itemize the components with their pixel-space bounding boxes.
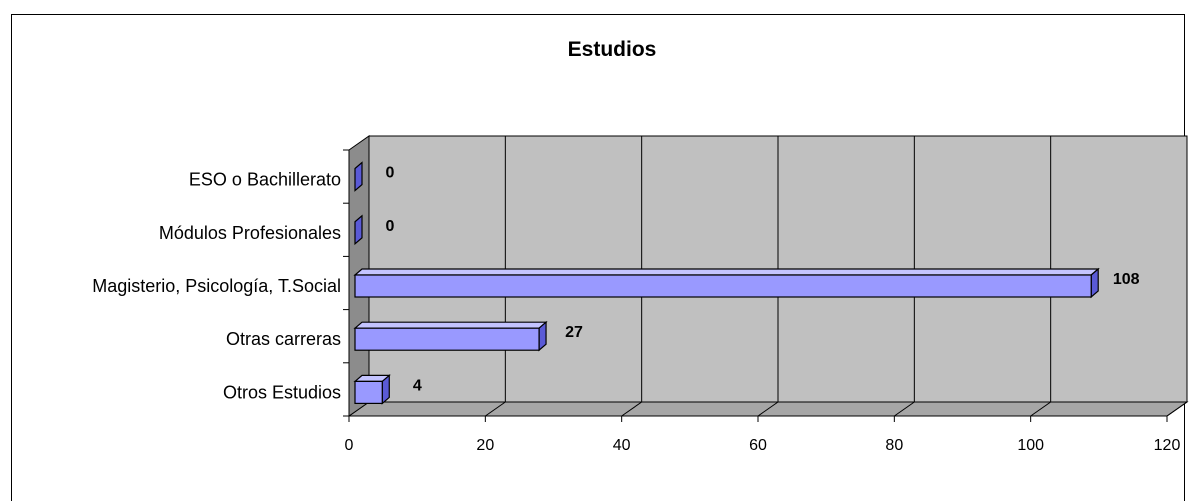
- data-label: 0: [386, 165, 395, 182]
- bar-side-face: [354, 214, 363, 246]
- x-tick-label: 40: [613, 437, 631, 454]
- bar-front-face: [354, 380, 383, 404]
- x-tick-label: 0: [345, 437, 354, 454]
- gridline-floor: [894, 401, 915, 417]
- bar-front-face: [354, 274, 1092, 298]
- gridline-floor: [485, 401, 506, 417]
- bar: [353, 320, 548, 352]
- x-tick-label: 80: [885, 437, 903, 454]
- data-label: 108: [1113, 271, 1140, 288]
- gridline-floor: [1166, 401, 1188, 417]
- category-label: Magisterio, Psicología, T.Social: [92, 276, 341, 296]
- bar-side-face: [354, 161, 363, 192]
- axes: [343, 149, 1168, 422]
- x-tick-label: 120: [1154, 437, 1181, 454]
- category-label: ESO o Bachillerato: [189, 170, 341, 190]
- gridline-floor: [1030, 401, 1051, 417]
- gridline-floor: [757, 401, 779, 417]
- bar-top-face: [353, 321, 548, 329]
- bar: [353, 374, 391, 405]
- x-tick-label: 60: [749, 437, 767, 454]
- data-label: 0: [386, 218, 395, 235]
- bars: [353, 161, 1100, 405]
- x-tick-label: 20: [476, 437, 494, 454]
- gridline-floor: [621, 401, 642, 417]
- bar: [353, 267, 1100, 299]
- category-label: Módulos Profesionales: [159, 223, 341, 243]
- category-label: Otros Estudios: [223, 382, 341, 402]
- labels: ESO o Bachillerato 0 Módulos Profesionales…: [92, 165, 1180, 454]
- x-tick-label: 100: [1017, 437, 1044, 454]
- bar-top-face: [353, 268, 1100, 276]
- category-label: Otras carreras: [226, 329, 341, 349]
- bar: [354, 161, 363, 192]
- bar-front-face: [354, 327, 540, 351]
- bar: [354, 214, 363, 246]
- data-label: 27: [565, 324, 583, 341]
- data-label: 4: [413, 377, 422, 394]
- chart-title: Estudios: [568, 38, 657, 61]
